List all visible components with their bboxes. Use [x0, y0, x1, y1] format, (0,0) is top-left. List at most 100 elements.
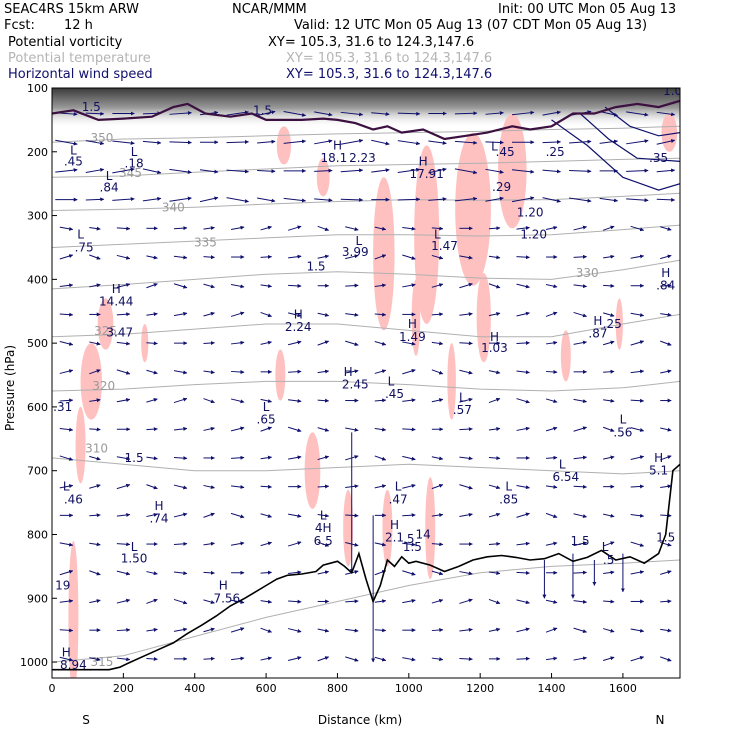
x-tick-label: 1000 [395, 682, 423, 695]
theta-contour-line [52, 259, 680, 290]
wind-vector [85, 197, 105, 202]
wind-vector [630, 225, 645, 232]
hl-label: 3.99 [342, 245, 369, 259]
wind-vector [488, 571, 501, 576]
wind-vector [226, 139, 249, 144]
wind-vector [488, 541, 501, 546]
wind-vector [542, 169, 561, 174]
wind-vector [288, 254, 302, 259]
wind-vector [459, 598, 473, 604]
pv-shade-region [343, 489, 354, 567]
wind-vector [660, 312, 672, 317]
wind-vector [173, 541, 188, 546]
wind-vector [374, 455, 387, 461]
wind-vector [516, 398, 530, 404]
terrain-line [52, 463, 680, 671]
wind-vector [488, 512, 501, 518]
field-name-theta: Potential temperature [8, 51, 151, 66]
wind-vector [203, 283, 215, 289]
wind-vector [374, 369, 387, 374]
pv-shade-region [411, 279, 421, 356]
y-tick-label: 200 [27, 146, 48, 159]
wind-vector [173, 255, 188, 260]
hl-label: L [491, 140, 498, 154]
wind-vector [516, 627, 530, 633]
hl-label: 1.06 [663, 84, 690, 98]
wind-vector [374, 628, 387, 633]
hl-label: L [263, 400, 270, 414]
wind-vector [283, 139, 307, 144]
wind-vector [660, 599, 672, 604]
wind-vector [317, 369, 330, 374]
wind-vector [374, 254, 387, 260]
hl-label: L [63, 480, 70, 494]
wind-vector [317, 398, 330, 403]
hl-label: .5 [603, 553, 614, 567]
wind-vector [169, 196, 192, 202]
wind-vector [545, 284, 558, 289]
wind-vector [626, 198, 649, 203]
wind-vector [288, 599, 302, 604]
wind-vector [226, 169, 249, 174]
hl-label: .84 [656, 279, 675, 293]
wind-vector [630, 312, 645, 317]
wind-vector [317, 427, 330, 432]
wind-vector [230, 426, 245, 432]
wind-vector [288, 656, 302, 661]
hl-label: H [419, 154, 428, 168]
y-tick-label: 600 [27, 401, 48, 414]
wind-vector [602, 656, 615, 661]
hl-label: 1.5 [656, 531, 675, 545]
hl-label: 8.94 [60, 658, 87, 672]
wind-vector [260, 398, 272, 403]
wind-vector [55, 139, 78, 146]
wind-vector [340, 168, 364, 173]
wind-vector [173, 627, 188, 632]
wind-vector [146, 341, 158, 346]
wind-vector [116, 341, 131, 346]
wind-vector [317, 628, 330, 633]
theta-contour-line [52, 457, 680, 475]
wind-vector [630, 656, 645, 662]
wind-vector [59, 542, 74, 547]
wind-vector [603, 455, 615, 460]
wind-vector [146, 255, 158, 260]
wind-vector [260, 513, 272, 518]
wind-vector [314, 139, 333, 145]
theta-contour-label: 320 [92, 379, 115, 393]
hl-label: .56 [613, 425, 632, 439]
wind-vector [260, 627, 272, 633]
hl-label: .25 [546, 145, 565, 159]
wind-vector [660, 455, 672, 461]
wind-vector [660, 369, 672, 374]
wind-vector [630, 254, 645, 259]
wind-vector [317, 656, 330, 662]
hl-label: 1.5 [306, 260, 325, 274]
wind-vector [89, 542, 101, 547]
pv-shade-region [455, 132, 491, 286]
wind-vector [203, 570, 215, 575]
theta-contour-line [52, 125, 680, 143]
pv-shade-region [373, 177, 395, 331]
wind-vector [545, 484, 558, 489]
theta-contour-label: 340 [162, 200, 185, 214]
wind-vector [116, 226, 131, 231]
wind-vector [459, 627, 473, 632]
wind-vector [59, 455, 74, 461]
wind-vector [89, 570, 101, 576]
wind-vector [169, 110, 192, 115]
wind-vector [89, 657, 101, 662]
field-xy-wind: XY= 105.3, 31.6 to 124.3,147.6 [286, 67, 493, 82]
pv-shade-region [304, 432, 321, 509]
wind-vector [89, 254, 101, 260]
wind-vector [85, 140, 105, 146]
hl-label: H [593, 314, 602, 328]
stratosphere-shade [52, 88, 680, 128]
wind-vector [288, 570, 302, 575]
wind-vector [516, 370, 530, 375]
wind-vector [397, 111, 421, 116]
wind-vector [85, 111, 105, 116]
hl-label: 6.54 [552, 470, 579, 484]
wind-vector [169, 140, 192, 145]
